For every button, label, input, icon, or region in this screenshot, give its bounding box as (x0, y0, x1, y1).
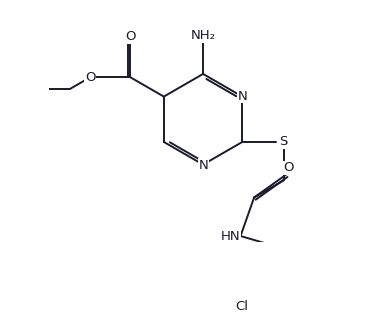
Text: S: S (279, 135, 288, 148)
Text: N: N (199, 158, 208, 172)
Text: O: O (125, 30, 136, 43)
Text: O: O (283, 162, 293, 175)
Text: O: O (85, 71, 95, 84)
Text: HN: HN (221, 230, 241, 243)
Text: NH₂: NH₂ (191, 29, 216, 42)
Text: N: N (238, 90, 248, 103)
Text: Cl: Cl (235, 300, 248, 313)
